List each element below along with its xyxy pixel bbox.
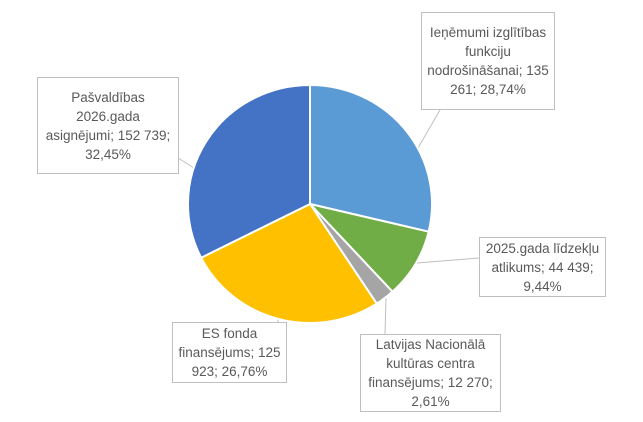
- leader-line-1: [416, 257, 480, 264]
- data-label-1: 2025.gada līdzekļu atlikums; 44 439; 9,4…: [479, 237, 606, 297]
- leader-line-2: [384, 297, 387, 335]
- data-label-3: ES fonda finansējums; 125 923; 26,76%: [172, 322, 287, 383]
- data-label-4: Pašvaldības 2026.gada asignējumi; 152 73…: [37, 77, 179, 174]
- pie-slice-4: [187, 83, 311, 260]
- pie-slice-3: [199, 202, 379, 324]
- data-label-2: Latvijas Nacionālā kultūras centra finan…: [360, 334, 501, 412]
- pie-slice-0: [309, 83, 433, 233]
- data-label-0: Ieņēmumi izglītības funkciju nodrošināša…: [421, 12, 555, 110]
